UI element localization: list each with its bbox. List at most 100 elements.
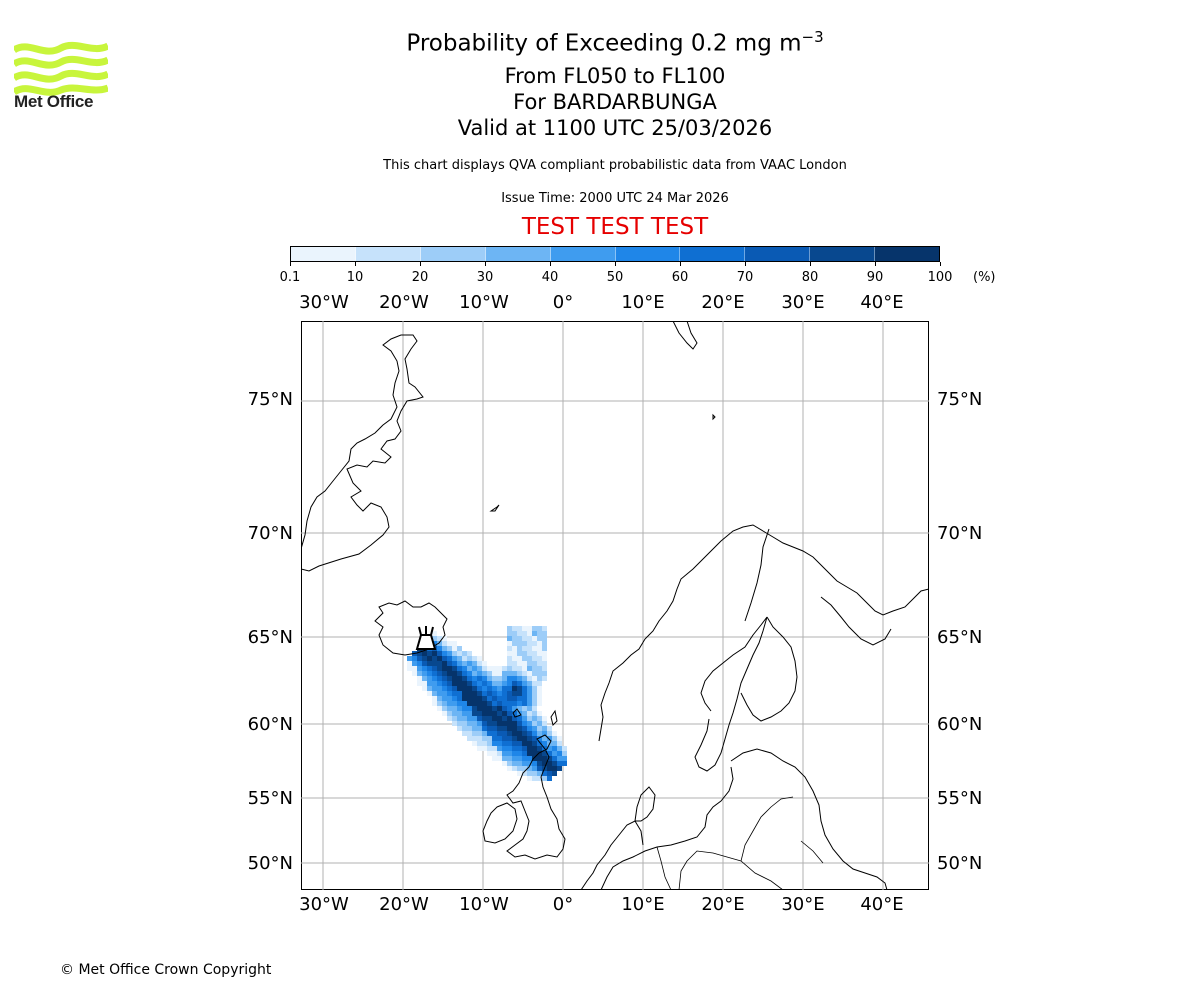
probability-cell <box>497 736 502 741</box>
probability-cell <box>472 691 477 696</box>
probability-cell <box>477 741 482 746</box>
probability-cell <box>557 761 562 766</box>
probability-cell <box>517 771 522 776</box>
probability-cell <box>442 636 447 641</box>
probability-cell <box>527 626 532 631</box>
probability-cell <box>512 706 517 711</box>
probability-cell <box>502 681 507 686</box>
probability-cell <box>442 666 447 671</box>
probability-cell <box>547 746 552 751</box>
probability-cell <box>502 701 507 706</box>
probability-cell <box>492 756 497 761</box>
probability-cell <box>512 756 517 761</box>
probability-cell <box>517 691 522 696</box>
probability-cell <box>507 656 512 661</box>
probability-cell <box>472 741 477 746</box>
probability-cell <box>457 691 462 696</box>
probability-cell <box>522 676 527 681</box>
probability-cell <box>472 731 477 736</box>
probability-cell <box>447 666 452 671</box>
probability-cell <box>557 756 562 761</box>
probability-cell <box>512 701 517 706</box>
probability-cell <box>532 776 537 781</box>
probability-cell <box>517 661 522 666</box>
probability-cell <box>442 671 447 676</box>
probability-cell <box>512 656 517 661</box>
longitude-label: 30°E <box>781 894 825 915</box>
probability-cell <box>467 711 472 716</box>
probability-cell <box>527 696 532 701</box>
probability-cell <box>427 666 432 671</box>
probability-cell <box>417 671 422 676</box>
probability-cell <box>512 731 517 736</box>
probability-cell <box>532 646 537 651</box>
probability-cell <box>457 701 462 706</box>
probability-cell <box>552 761 557 766</box>
longitude-label: 20°E <box>701 292 745 313</box>
probability-cell <box>507 661 512 666</box>
probability-cell <box>502 711 507 716</box>
probability-cell <box>502 756 507 761</box>
probability-cell <box>552 771 557 776</box>
probability-cell <box>537 701 542 706</box>
probability-cell <box>487 741 492 746</box>
probability-cell <box>452 646 457 651</box>
probability-cell <box>457 681 462 686</box>
probability-cell <box>492 706 497 711</box>
probability-cell <box>512 741 517 746</box>
probability-cell <box>497 726 502 731</box>
probability-cell <box>517 646 522 651</box>
probability-cell <box>522 746 527 751</box>
probability-cell <box>487 736 492 741</box>
probability-cell <box>507 711 512 716</box>
colorbar-tick-mark <box>420 262 421 266</box>
probability-cell <box>532 751 537 756</box>
jan-mayen <box>489 504 500 512</box>
probability-cell <box>472 721 477 726</box>
probability-cell <box>522 751 527 756</box>
probability-cell <box>517 731 522 736</box>
probability-cell <box>462 661 467 666</box>
probability-cell <box>537 636 542 641</box>
probability-cell <box>442 656 447 661</box>
colorbar-tick-mark <box>485 262 486 266</box>
probability-cell <box>497 696 502 701</box>
probability-cell <box>537 691 542 696</box>
probability-cell <box>527 646 532 651</box>
probability-cell <box>477 716 482 721</box>
probability-cell <box>407 661 412 666</box>
probability-cell <box>462 721 467 726</box>
probability-cell <box>477 711 482 716</box>
probability-cell <box>452 711 457 716</box>
probability-cell <box>492 746 497 751</box>
probability-cell <box>542 751 547 756</box>
probability-cell <box>467 726 472 731</box>
probability-cell <box>527 681 532 686</box>
probability-cell <box>507 686 512 691</box>
probability-cell <box>517 666 522 671</box>
probability-cell <box>492 716 497 721</box>
probability-cell <box>452 701 457 706</box>
probability-cell <box>457 666 462 671</box>
map-frame <box>301 321 929 890</box>
probability-cell <box>512 671 517 676</box>
probability-cell <box>437 656 442 661</box>
probability-cell <box>472 681 477 686</box>
probability-cell <box>532 641 537 646</box>
probability-cell <box>477 746 482 751</box>
probability-cell <box>437 666 442 671</box>
colorbar-tick-mark <box>615 262 616 266</box>
probability-cell <box>447 686 452 691</box>
probability-cell <box>457 706 462 711</box>
probability-cell <box>512 631 517 636</box>
probability-cell <box>467 651 472 656</box>
probability-cell <box>522 656 527 661</box>
probability-cell <box>437 636 442 641</box>
probability-cell <box>537 666 542 671</box>
probability-cell <box>522 641 527 646</box>
probability-cell <box>427 656 432 661</box>
longitude-label: 20°W <box>379 894 429 915</box>
probability-cell <box>532 681 537 686</box>
colorbar-tick-mark <box>810 262 811 266</box>
probability-cell <box>532 626 537 631</box>
